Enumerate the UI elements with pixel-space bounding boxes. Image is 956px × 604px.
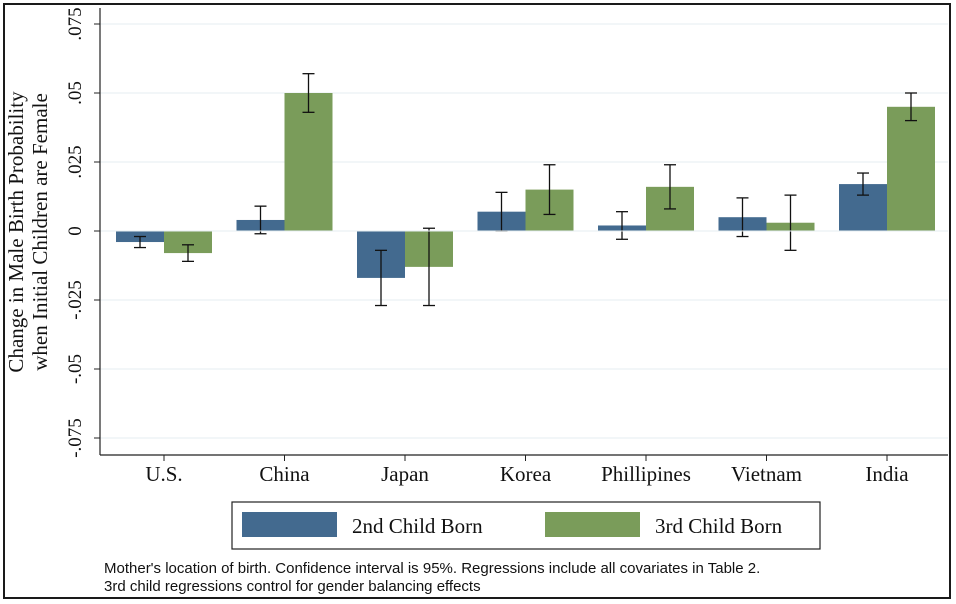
y-axis-label-line2: when Initial Children are Female bbox=[28, 93, 52, 371]
y-tick-label: -.075 bbox=[65, 418, 86, 458]
chart-frame bbox=[3, 3, 951, 599]
y-tick-label: -.025 bbox=[65, 280, 86, 320]
x-category-label: Vietnam bbox=[731, 462, 802, 486]
x-categories: U.S. China Japan Korea Phillipines Vietnam Ind… bbox=[145, 455, 909, 486]
x-category-label: Korea bbox=[500, 462, 552, 486]
x-category-label: India bbox=[865, 462, 909, 486]
x-category-label: Japan bbox=[381, 462, 429, 486]
gridlines bbox=[100, 23, 948, 439]
x-category-label: U.S. bbox=[145, 462, 182, 486]
legend-swatch-2nd-child bbox=[242, 512, 337, 537]
bar bbox=[164, 231, 212, 254]
bar bbox=[284, 93, 333, 231]
legend-swatch-3rd-child bbox=[545, 512, 640, 537]
note-line-1: Mother's location of birth. Confidence i… bbox=[104, 560, 761, 577]
x-category-label: Phillipines bbox=[601, 462, 691, 486]
error-bars bbox=[134, 73, 917, 307]
bars bbox=[116, 93, 935, 278]
legend: 2nd Child Born 3rd Child Born bbox=[231, 501, 821, 550]
bar bbox=[887, 106, 935, 231]
chart-note: Mother's location of birth. Confidence i… bbox=[104, 560, 760, 596]
y-axis-label-line1: Change in Male Birth Probability bbox=[4, 91, 28, 373]
legend-label-3rd-child: 3rd Child Born bbox=[655, 514, 783, 538]
y-tick-label: -.05 bbox=[65, 354, 86, 384]
y-tick-label: .05 bbox=[65, 81, 86, 105]
note-line-2: 3rd child regressions control for gender… bbox=[104, 578, 481, 595]
x-category-label: China bbox=[259, 462, 310, 486]
y-tick-label: .075 bbox=[65, 7, 86, 40]
legend-label-2nd-child: 2nd Child Born bbox=[352, 514, 483, 538]
y-tick-label: 0 bbox=[65, 226, 86, 236]
y-tick-label: .025 bbox=[65, 145, 86, 178]
y-ticks: .075 .05 .025 0 -.025 -.05 -.075 bbox=[65, 7, 100, 458]
